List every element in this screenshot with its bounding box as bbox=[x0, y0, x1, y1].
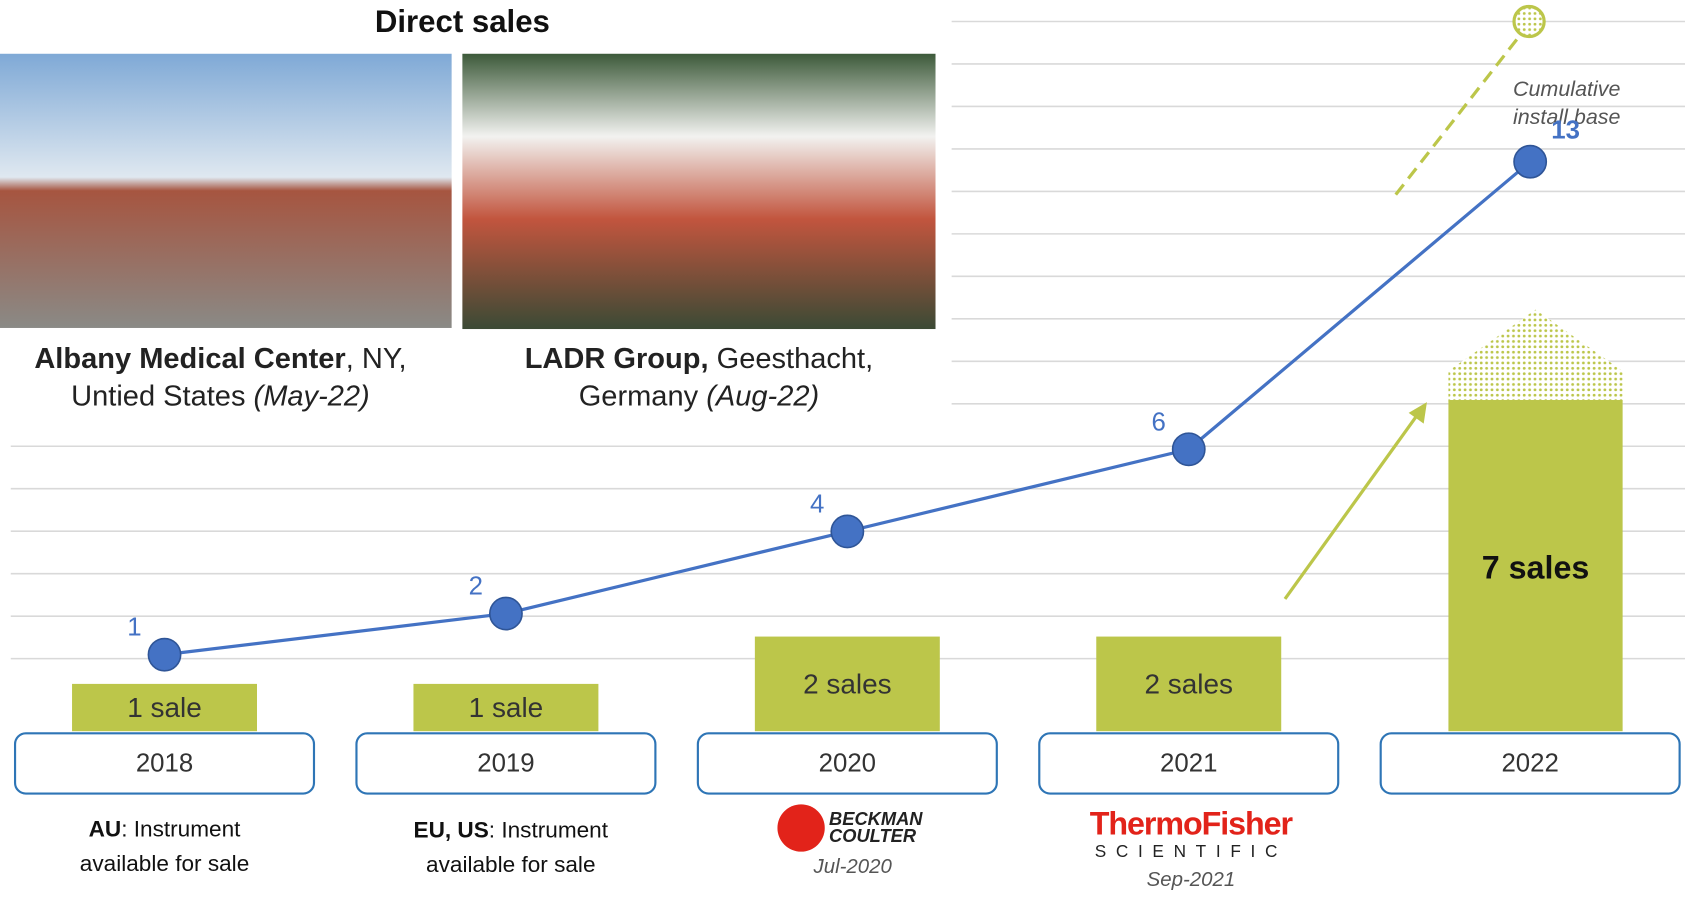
note-bold: AU bbox=[89, 817, 122, 842]
bar-label: 2 sales bbox=[803, 668, 892, 699]
x-tick-label: 2021 bbox=[1160, 749, 1217, 777]
line-point bbox=[1514, 146, 1546, 178]
caption-date: (May-22) bbox=[254, 380, 370, 412]
photo-albany bbox=[0, 54, 452, 328]
slide: Direct sales Cumulative install base 1 s… bbox=[0, 0, 1685, 897]
partner: ThermoFisher SCIENTIFIC Sep-2021 bbox=[1070, 809, 1312, 893]
caption: LADR Group, Geesthacht, Germany (Aug-22) bbox=[473, 340, 925, 415]
partner-name: ThermoFisher bbox=[1070, 809, 1312, 841]
caption-name: LADR Group, bbox=[525, 342, 709, 374]
arrow-head bbox=[1409, 402, 1427, 424]
point-label: 6 bbox=[1151, 408, 1165, 436]
photo-ladr bbox=[462, 54, 935, 329]
x-tick-label: 2019 bbox=[477, 749, 534, 777]
line-point bbox=[1173, 433, 1205, 465]
note: EU, US: Instrument available for sale bbox=[392, 814, 629, 882]
x-tick-label: 2018 bbox=[136, 749, 193, 777]
caption: Albany Medical Center, NY, Untied States… bbox=[0, 340, 441, 415]
line-point bbox=[148, 639, 180, 671]
x-tick-label: 2022 bbox=[1501, 749, 1558, 777]
bar-label: 1 sale bbox=[127, 692, 202, 723]
partner: BECKMAN COULTER Jul-2020 bbox=[772, 804, 933, 879]
partner-date: Sep-2021 bbox=[1070, 869, 1312, 893]
note: AU: Instrument available for sale bbox=[46, 813, 283, 881]
caption-name: Albany Medical Center bbox=[34, 342, 345, 374]
note-bold: EU, US bbox=[414, 818, 489, 843]
arrow bbox=[1285, 415, 1417, 599]
point-label: 4 bbox=[810, 490, 824, 518]
point-label: 13 bbox=[1551, 116, 1580, 144]
dashed-line bbox=[1396, 24, 1529, 195]
line-point bbox=[490, 597, 522, 629]
x-tick-label: 2020 bbox=[819, 749, 876, 777]
page: Direct sales Cumulative install base 1 s… bbox=[0, 0, 1685, 897]
point-label: 1 bbox=[127, 614, 141, 642]
bar-label: 7 sales bbox=[1482, 549, 1590, 585]
partner-sub: SCIENTIFIC bbox=[1070, 843, 1312, 862]
logo: BECKMAN COULTER bbox=[772, 804, 933, 851]
line-point bbox=[831, 515, 863, 547]
bar-label: 2 sales bbox=[1144, 668, 1233, 699]
photos-title: Direct sales bbox=[375, 4, 550, 39]
cumulative-marker bbox=[1514, 6, 1544, 36]
point-label: 2 bbox=[469, 573, 483, 601]
chart: Direct sales Cumulative install base 1 s… bbox=[0, 0, 1685, 897]
hatch-top bbox=[1448, 310, 1622, 404]
partner-name: BECKMAN COULTER bbox=[829, 811, 928, 846]
caption-date: (Aug-22) bbox=[706, 380, 819, 412]
bar-label: 1 sale bbox=[469, 692, 544, 723]
partner-date: Jul-2020 bbox=[772, 856, 933, 880]
logo-icon bbox=[777, 804, 824, 851]
annotation: Cumulative bbox=[1513, 77, 1621, 101]
